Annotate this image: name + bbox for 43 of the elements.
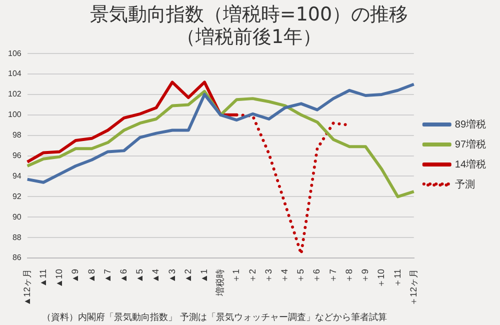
x-tick-label: ▲9 — [70, 268, 80, 283]
x-tick-label: ＋10 — [376, 268, 386, 288]
y-tick-label: 106 — [8, 48, 22, 58]
y-tick-label: 90 — [12, 212, 22, 222]
x-tick-label: ▲8 — [86, 268, 96, 283]
x-tick-label: ＋3 — [263, 268, 274, 284]
y-tick-label: 102 — [8, 90, 22, 99]
legend-label: 89増税 — [454, 118, 486, 130]
x-tick-label: ▲7 — [102, 268, 112, 283]
x-tick-label: ▲3 — [166, 268, 177, 283]
x-tick-label: ＋4 — [280, 268, 290, 284]
legend-label: 97増税 — [454, 138, 486, 150]
y-tick-label: 104 — [8, 69, 22, 78]
y-tick-label: 96 — [12, 151, 22, 160]
legend-label: 予測 — [454, 178, 475, 190]
y-tick-label: 92 — [12, 192, 22, 201]
x-tick-label: 増税時 — [215, 268, 226, 297]
x-tick-label: ＋11 — [392, 268, 402, 288]
x-tick-label: ＋1 — [231, 268, 242, 284]
y-tick-label: 100 — [8, 110, 22, 120]
y-tick-label: 86 — [12, 253, 22, 262]
x-tick-label: ▲6 — [118, 268, 128, 283]
x-tick-label: ＋8 — [344, 268, 354, 284]
x-tick-label: ▲12ヶ月 — [22, 268, 32, 306]
legend-label: 14増税 — [454, 158, 486, 170]
text: （資料）内閣府「景気動向指数」 予測は「景気ウォッチャー調査」などから筆者試算 — [42, 312, 387, 323]
x-tick-label: ＋7 — [328, 268, 338, 284]
y-tick-label: 94 — [12, 171, 22, 180]
x-tick-label: ＋12ヶ月 — [408, 268, 418, 306]
x-tick-label: ▲11 — [38, 268, 48, 288]
chart-subtitle: （増税前後1年） — [176, 26, 322, 48]
x-tick-label: ＋9 — [360, 268, 370, 284]
x-tick-label: ▲1 — [198, 268, 209, 283]
x-tick-label: ▲5 — [134, 268, 145, 283]
x-tick-label: ▲10 — [54, 268, 64, 288]
y-tick-label: 98 — [12, 130, 22, 140]
x-tick-label: ▲4 — [150, 268, 161, 283]
x-tick-label: ＋2 — [247, 268, 258, 284]
y-tick-label: 88 — [12, 232, 22, 242]
x-tick-label: ＋5 — [296, 268, 306, 284]
x-tick-label: ＋6 — [312, 268, 322, 284]
x-tick-label: ▲2 — [182, 268, 193, 283]
chart-title: 景気動向指数（増税時=100）の推移 — [90, 3, 408, 26]
